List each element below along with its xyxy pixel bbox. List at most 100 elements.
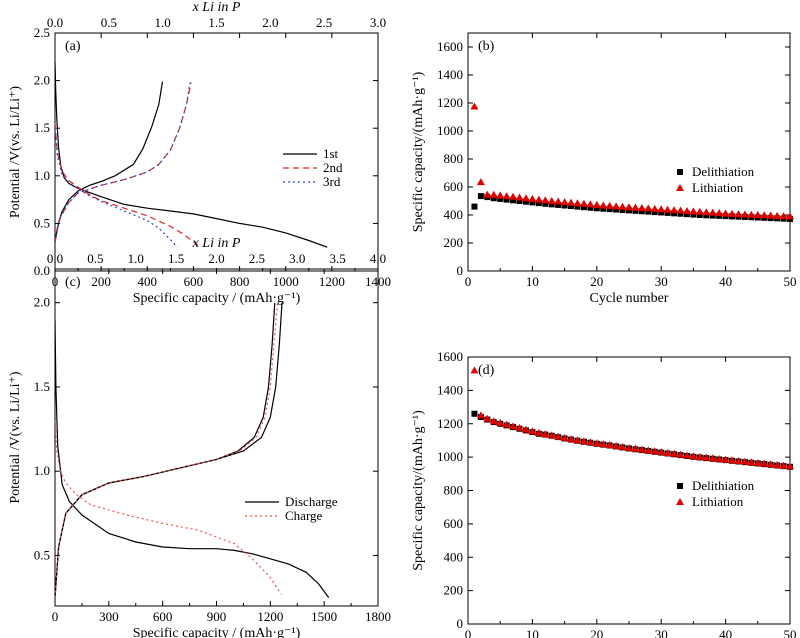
x-tick-label: 10 bbox=[526, 274, 539, 289]
data-point-lithiation bbox=[489, 417, 498, 425]
data-point-lithiation bbox=[637, 445, 646, 453]
data-point-lithiation bbox=[483, 414, 492, 422]
panel-label: (c) bbox=[65, 275, 81, 290]
data-point-lithiation bbox=[541, 430, 550, 438]
series-line-discharge bbox=[55, 302, 276, 598]
data-point-lithiation bbox=[715, 454, 724, 462]
data-point-delithiation bbox=[477, 193, 484, 200]
data-point-delithiation bbox=[490, 195, 497, 202]
x-tick-label: 300 bbox=[99, 609, 119, 624]
data-point-delithiation bbox=[645, 208, 652, 215]
data-point-lithiation bbox=[592, 439, 601, 447]
y-tick-label: 2.0 bbox=[34, 73, 50, 88]
legend-marker bbox=[676, 184, 684, 191]
x-tick-label: 400 bbox=[138, 274, 158, 289]
y-tick-label: 1.0 bbox=[34, 168, 50, 183]
x-axis-title: Specific capacity / (mAh·g⁻¹) bbox=[133, 626, 301, 638]
data-point-lithiation bbox=[670, 206, 679, 214]
y-tick-label: 2.0 bbox=[34, 295, 50, 310]
data-point-delithiation bbox=[542, 200, 549, 207]
data-point-lithiation bbox=[753, 458, 762, 466]
x-tick-label: 0 bbox=[465, 274, 472, 289]
data-point-delithiation bbox=[690, 211, 697, 218]
x-tick-label: 1000 bbox=[273, 274, 299, 289]
y-tick-label: 0 bbox=[457, 263, 464, 278]
data-point-lithiation bbox=[773, 211, 782, 219]
x2-tick-label: 1.0 bbox=[155, 15, 171, 30]
x2-tick-label: 2.0 bbox=[208, 251, 224, 266]
data-point-lithiation bbox=[554, 197, 563, 205]
y-axis-title: Potential /V(vs. Li/Li⁺) bbox=[8, 86, 23, 219]
data-point-lithiation bbox=[715, 209, 724, 217]
data-point-lithiation bbox=[786, 212, 794, 220]
series-line-2nd bbox=[55, 123, 199, 246]
legend-label: 1st bbox=[323, 146, 339, 161]
x-tick-label: 0 bbox=[465, 627, 472, 638]
data-point-lithiation bbox=[612, 202, 621, 210]
data-point-lithiation bbox=[773, 460, 782, 468]
data-point-lithiation bbox=[528, 427, 537, 435]
y-axis-title: Potential /V(vs. Li/Li⁺) bbox=[8, 371, 23, 504]
data-point-lithiation bbox=[541, 196, 550, 204]
data-point-lithiation bbox=[663, 205, 672, 213]
data-point-lithiation bbox=[740, 210, 749, 218]
x-tick-label: 900 bbox=[207, 609, 227, 624]
data-point-lithiation bbox=[605, 440, 614, 448]
data-point-lithiation bbox=[657, 448, 666, 456]
data-point-lithiation bbox=[740, 457, 749, 465]
y-tick-label: 200 bbox=[444, 583, 464, 598]
y-tick-label: 0 bbox=[457, 616, 464, 631]
x-tick-label: 1200 bbox=[319, 274, 345, 289]
data-point-delithiation bbox=[497, 195, 504, 202]
data-point-lithiation bbox=[779, 212, 788, 220]
legend-label: 3rd bbox=[323, 174, 341, 189]
data-point-delithiation bbox=[548, 201, 555, 208]
data-point-lithiation bbox=[573, 436, 582, 444]
x2-tick-label: 1.5 bbox=[208, 15, 224, 30]
panel-b: 0 10 20 30 40 50 0 200 400 600 800 1000 1200 1400 1600… bbox=[411, 32, 797, 306]
data-point-delithiation bbox=[522, 198, 529, 205]
data-point-lithiation bbox=[760, 211, 769, 219]
data-point-delithiation bbox=[555, 201, 562, 208]
data-point-lithiation bbox=[476, 411, 485, 419]
data-point-lithiation bbox=[560, 433, 569, 441]
panel-label: (b) bbox=[478, 39, 495, 54]
data-point-lithiation bbox=[618, 202, 627, 210]
x-tick-label: 10 bbox=[526, 627, 539, 638]
data-point-lithiation bbox=[650, 204, 659, 212]
data-point-lithiation bbox=[682, 206, 691, 214]
y-tick-label: 400 bbox=[444, 549, 464, 564]
x-tick-label: 20 bbox=[590, 274, 603, 289]
y-tick-label: 800 bbox=[444, 483, 464, 498]
data-point-delithiation bbox=[561, 202, 568, 209]
x-tick-label: 20 bbox=[590, 627, 603, 638]
data-point-lithiation bbox=[644, 446, 653, 454]
data-point-lithiation bbox=[547, 197, 556, 204]
data-point-lithiation bbox=[695, 207, 704, 215]
y-tick-label: 400 bbox=[444, 207, 464, 222]
data-point-delithiation bbox=[574, 203, 581, 210]
legend-label: Delithiation bbox=[692, 478, 755, 493]
data-point-lithiation bbox=[708, 454, 717, 462]
data-point-lithiation bbox=[779, 461, 788, 469]
x2-tick-label: 0.5 bbox=[87, 251, 103, 266]
data-point-lithiation bbox=[567, 435, 576, 443]
data-point-lithiation bbox=[476, 178, 485, 186]
panel-label: (a) bbox=[65, 39, 81, 54]
data-point-lithiation bbox=[618, 442, 627, 450]
data-point-lithiation bbox=[682, 451, 691, 459]
x-tick-label: 600 bbox=[153, 609, 173, 624]
x2-tick-label: 2.5 bbox=[249, 251, 265, 266]
data-point-lithiation bbox=[599, 201, 608, 209]
data-point-delithiation bbox=[658, 209, 665, 216]
data-point-lithiation bbox=[534, 195, 543, 203]
x2-tick-label: 0.5 bbox=[101, 15, 117, 30]
data-point-delithiation bbox=[696, 212, 703, 218]
x-tick-label: 50 bbox=[784, 274, 797, 289]
data-point-lithiation bbox=[753, 211, 762, 218]
data-point-delithiation bbox=[471, 410, 478, 417]
x2-tick-label: 1.0 bbox=[128, 251, 144, 266]
y-tick-label: 1.5 bbox=[34, 379, 50, 394]
data-point-lithiation bbox=[521, 194, 530, 202]
